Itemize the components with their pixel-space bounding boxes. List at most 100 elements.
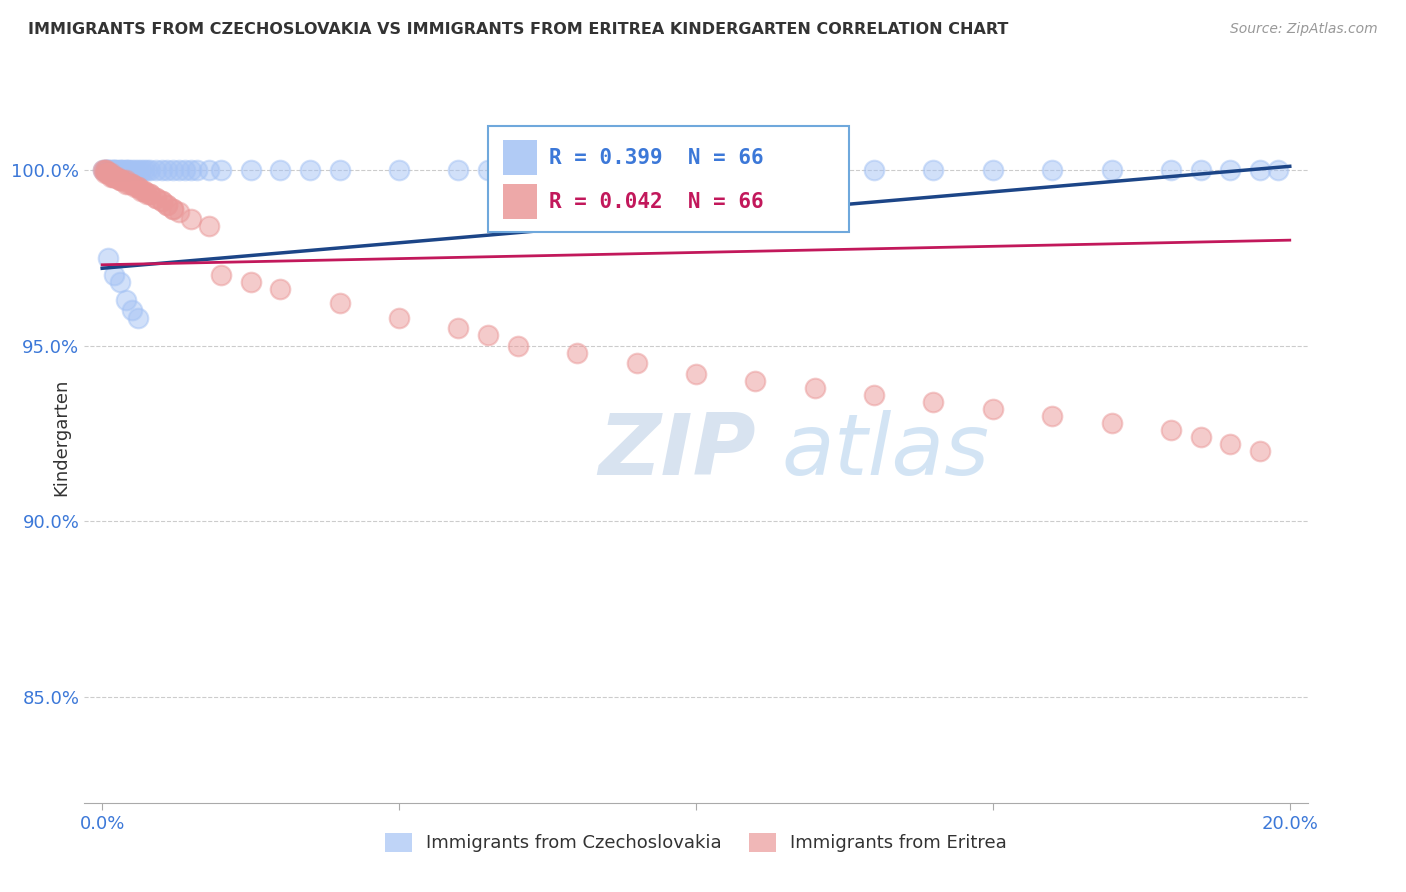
Point (145, 191, 167, 205)
Point (1249, 444, 1271, 458)
Point (121, 162, 143, 177)
Bar (503, 184, 537, 219)
Point (94, 162, 117, 177)
Point (162, 202, 184, 216)
Point (101, 169, 124, 184)
Point (115, 162, 138, 177)
Point (93, 162, 115, 177)
Point (145, 191, 167, 205)
Point (626, 162, 648, 177)
Point (174, 162, 197, 177)
Point (863, 388, 886, 402)
Point (108, 173, 131, 187)
Point (111, 173, 134, 187)
Point (121, 177, 143, 191)
Point (127, 162, 149, 177)
Point (239, 162, 262, 177)
Point (101, 162, 124, 177)
Point (104, 169, 127, 184)
Point (138, 162, 160, 177)
Point (110, 173, 132, 187)
Point (135, 187, 157, 202)
Point (803, 162, 825, 177)
Point (132, 162, 155, 177)
Point (132, 184, 155, 198)
Point (98, 162, 121, 177)
Point (156, 162, 179, 177)
Point (124, 162, 146, 177)
Point (596, 162, 619, 177)
Point (97, 162, 120, 177)
Y-axis label: Kindergarten: Kindergarten (52, 378, 70, 496)
Point (1267, 162, 1289, 177)
Point (150, 194, 173, 209)
Point (506, 162, 529, 177)
Point (96, 166, 118, 180)
Point (138, 187, 160, 202)
Bar (503, 140, 537, 175)
Point (105, 162, 128, 177)
Point (1219, 437, 1241, 451)
Point (744, 162, 766, 177)
Point (506, 339, 529, 353)
Point (803, 381, 825, 395)
Point (138, 187, 160, 202)
Point (100, 166, 122, 180)
Point (1249, 162, 1271, 177)
Point (186, 162, 208, 177)
Point (93, 162, 115, 177)
Point (93, 162, 115, 177)
Text: IMMIGRANTS FROM CZECHOSLOVAKIA VS IMMIGRANTS FROM ERITREA KINDERGARTEN CORRELATI: IMMIGRANTS FROM CZECHOSLOVAKIA VS IMMIGR… (28, 22, 1008, 37)
Point (110, 162, 132, 177)
Point (103, 162, 125, 177)
Point (329, 296, 352, 310)
Text: R = 0.399  N = 66: R = 0.399 N = 66 (550, 148, 763, 168)
Point (239, 276, 262, 290)
Point (180, 212, 202, 227)
Point (180, 162, 202, 177)
Point (118, 177, 141, 191)
Point (1160, 162, 1182, 177)
Point (94, 162, 117, 177)
Point (97, 166, 120, 180)
Point (100, 169, 122, 184)
Point (655, 162, 678, 177)
Point (156, 198, 179, 212)
Point (209, 162, 232, 177)
Point (981, 401, 1004, 416)
Point (121, 303, 143, 318)
FancyBboxPatch shape (488, 126, 849, 232)
Point (93, 162, 115, 177)
Point (127, 180, 149, 194)
Point (388, 310, 411, 325)
Point (298, 162, 321, 177)
Point (111, 162, 134, 177)
Point (115, 162, 138, 177)
Point (536, 162, 558, 177)
Point (105, 169, 128, 184)
Point (1101, 162, 1123, 177)
Point (103, 169, 125, 184)
Point (145, 162, 167, 177)
Point (100, 162, 122, 177)
Point (121, 177, 143, 191)
Point (129, 184, 152, 198)
Point (103, 169, 125, 184)
Point (150, 194, 173, 209)
Point (127, 180, 149, 194)
Point (115, 293, 138, 307)
Point (198, 162, 221, 177)
Point (124, 180, 146, 194)
Point (567, 162, 589, 177)
Point (132, 184, 155, 198)
Point (1040, 409, 1063, 423)
Point (388, 162, 411, 177)
Point (626, 356, 648, 370)
Point (108, 276, 131, 290)
Text: atlas: atlas (782, 410, 990, 493)
Point (477, 162, 499, 177)
Point (97, 166, 120, 180)
Point (1219, 162, 1241, 177)
Point (477, 328, 499, 343)
Point (118, 162, 141, 177)
